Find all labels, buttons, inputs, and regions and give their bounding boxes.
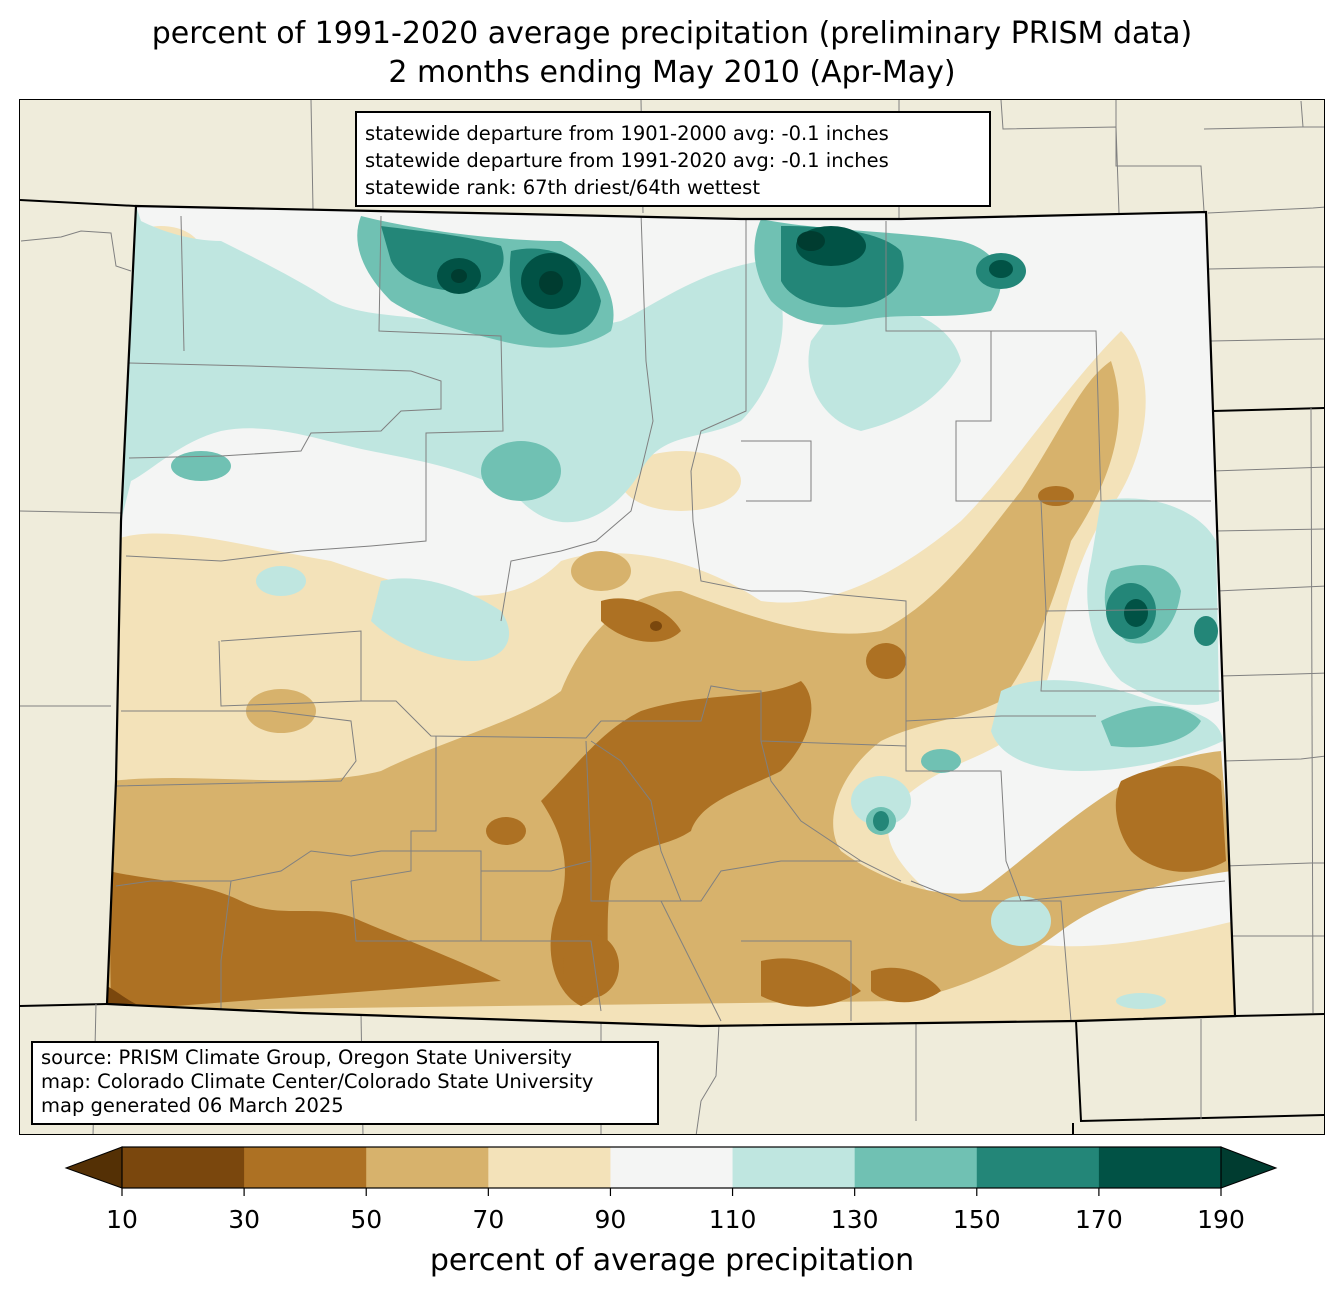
colorbar-tick-label: 150	[952, 1205, 1001, 1234]
colorbar-segment	[854, 1147, 978, 1188]
colorbar-tick-label: 10	[106, 1205, 138, 1234]
colorbar-segment	[732, 1147, 856, 1188]
map-title: percent of 1991-2020 average precipitati…	[151, 16, 1193, 51]
precipitation-map	[19, 99, 1325, 1135]
colorbar-tick-label: 170	[1075, 1205, 1123, 1234]
stats-departure-1901: statewide departure from 1901-2000 avg: …	[365, 122, 889, 145]
colorbar-segment	[366, 1147, 489, 1188]
colorbar-tick-label: 110	[708, 1205, 757, 1234]
colorbar-tick-label: 50	[350, 1205, 383, 1234]
colorbar-tick-label: 90	[594, 1205, 627, 1234]
colorbar-segment	[122, 1147, 245, 1188]
colorbar-extend-low	[64, 1146, 123, 1189]
colorbar-segment	[976, 1147, 1100, 1188]
colorbar-tick-label: 190	[1197, 1205, 1245, 1234]
stats-rank: statewide rank: 67th driest/64th wettest	[365, 176, 760, 199]
colorbar-segment	[244, 1147, 367, 1188]
colorbar-segment	[1098, 1147, 1222, 1188]
statewide-stats-box: statewide departure from 1901-2000 avg: …	[355, 111, 991, 207]
colorbar-tick-label: 130	[830, 1205, 879, 1234]
colorbar-tick-label: 30	[228, 1205, 261, 1234]
map-subtitle: 2 months ending May 2010 (Apr-May)	[388, 55, 956, 90]
colorbar-extend-high	[1220, 1146, 1278, 1189]
stats-departure-1991: statewide departure from 1991-2020 avg: …	[365, 149, 889, 172]
colorbar	[64, 1146, 1278, 1196]
source-line-generated: map generated 06 March 2025	[41, 1094, 344, 1117]
colorbar-tick-label: 70	[472, 1205, 505, 1234]
source-box: source: PRISM Climate Group, Oregon Stat…	[31, 1041, 659, 1125]
colorbar-segment	[488, 1147, 611, 1188]
source-line-prism: source: PRISM Climate Group, Oregon Stat…	[41, 1046, 572, 1069]
colorbar-label: percent of average precipitation	[429, 1243, 915, 1278]
colorbar-segment	[610, 1147, 734, 1188]
source-line-map: map: Colorado Climate Center/Colorado St…	[41, 1070, 594, 1093]
